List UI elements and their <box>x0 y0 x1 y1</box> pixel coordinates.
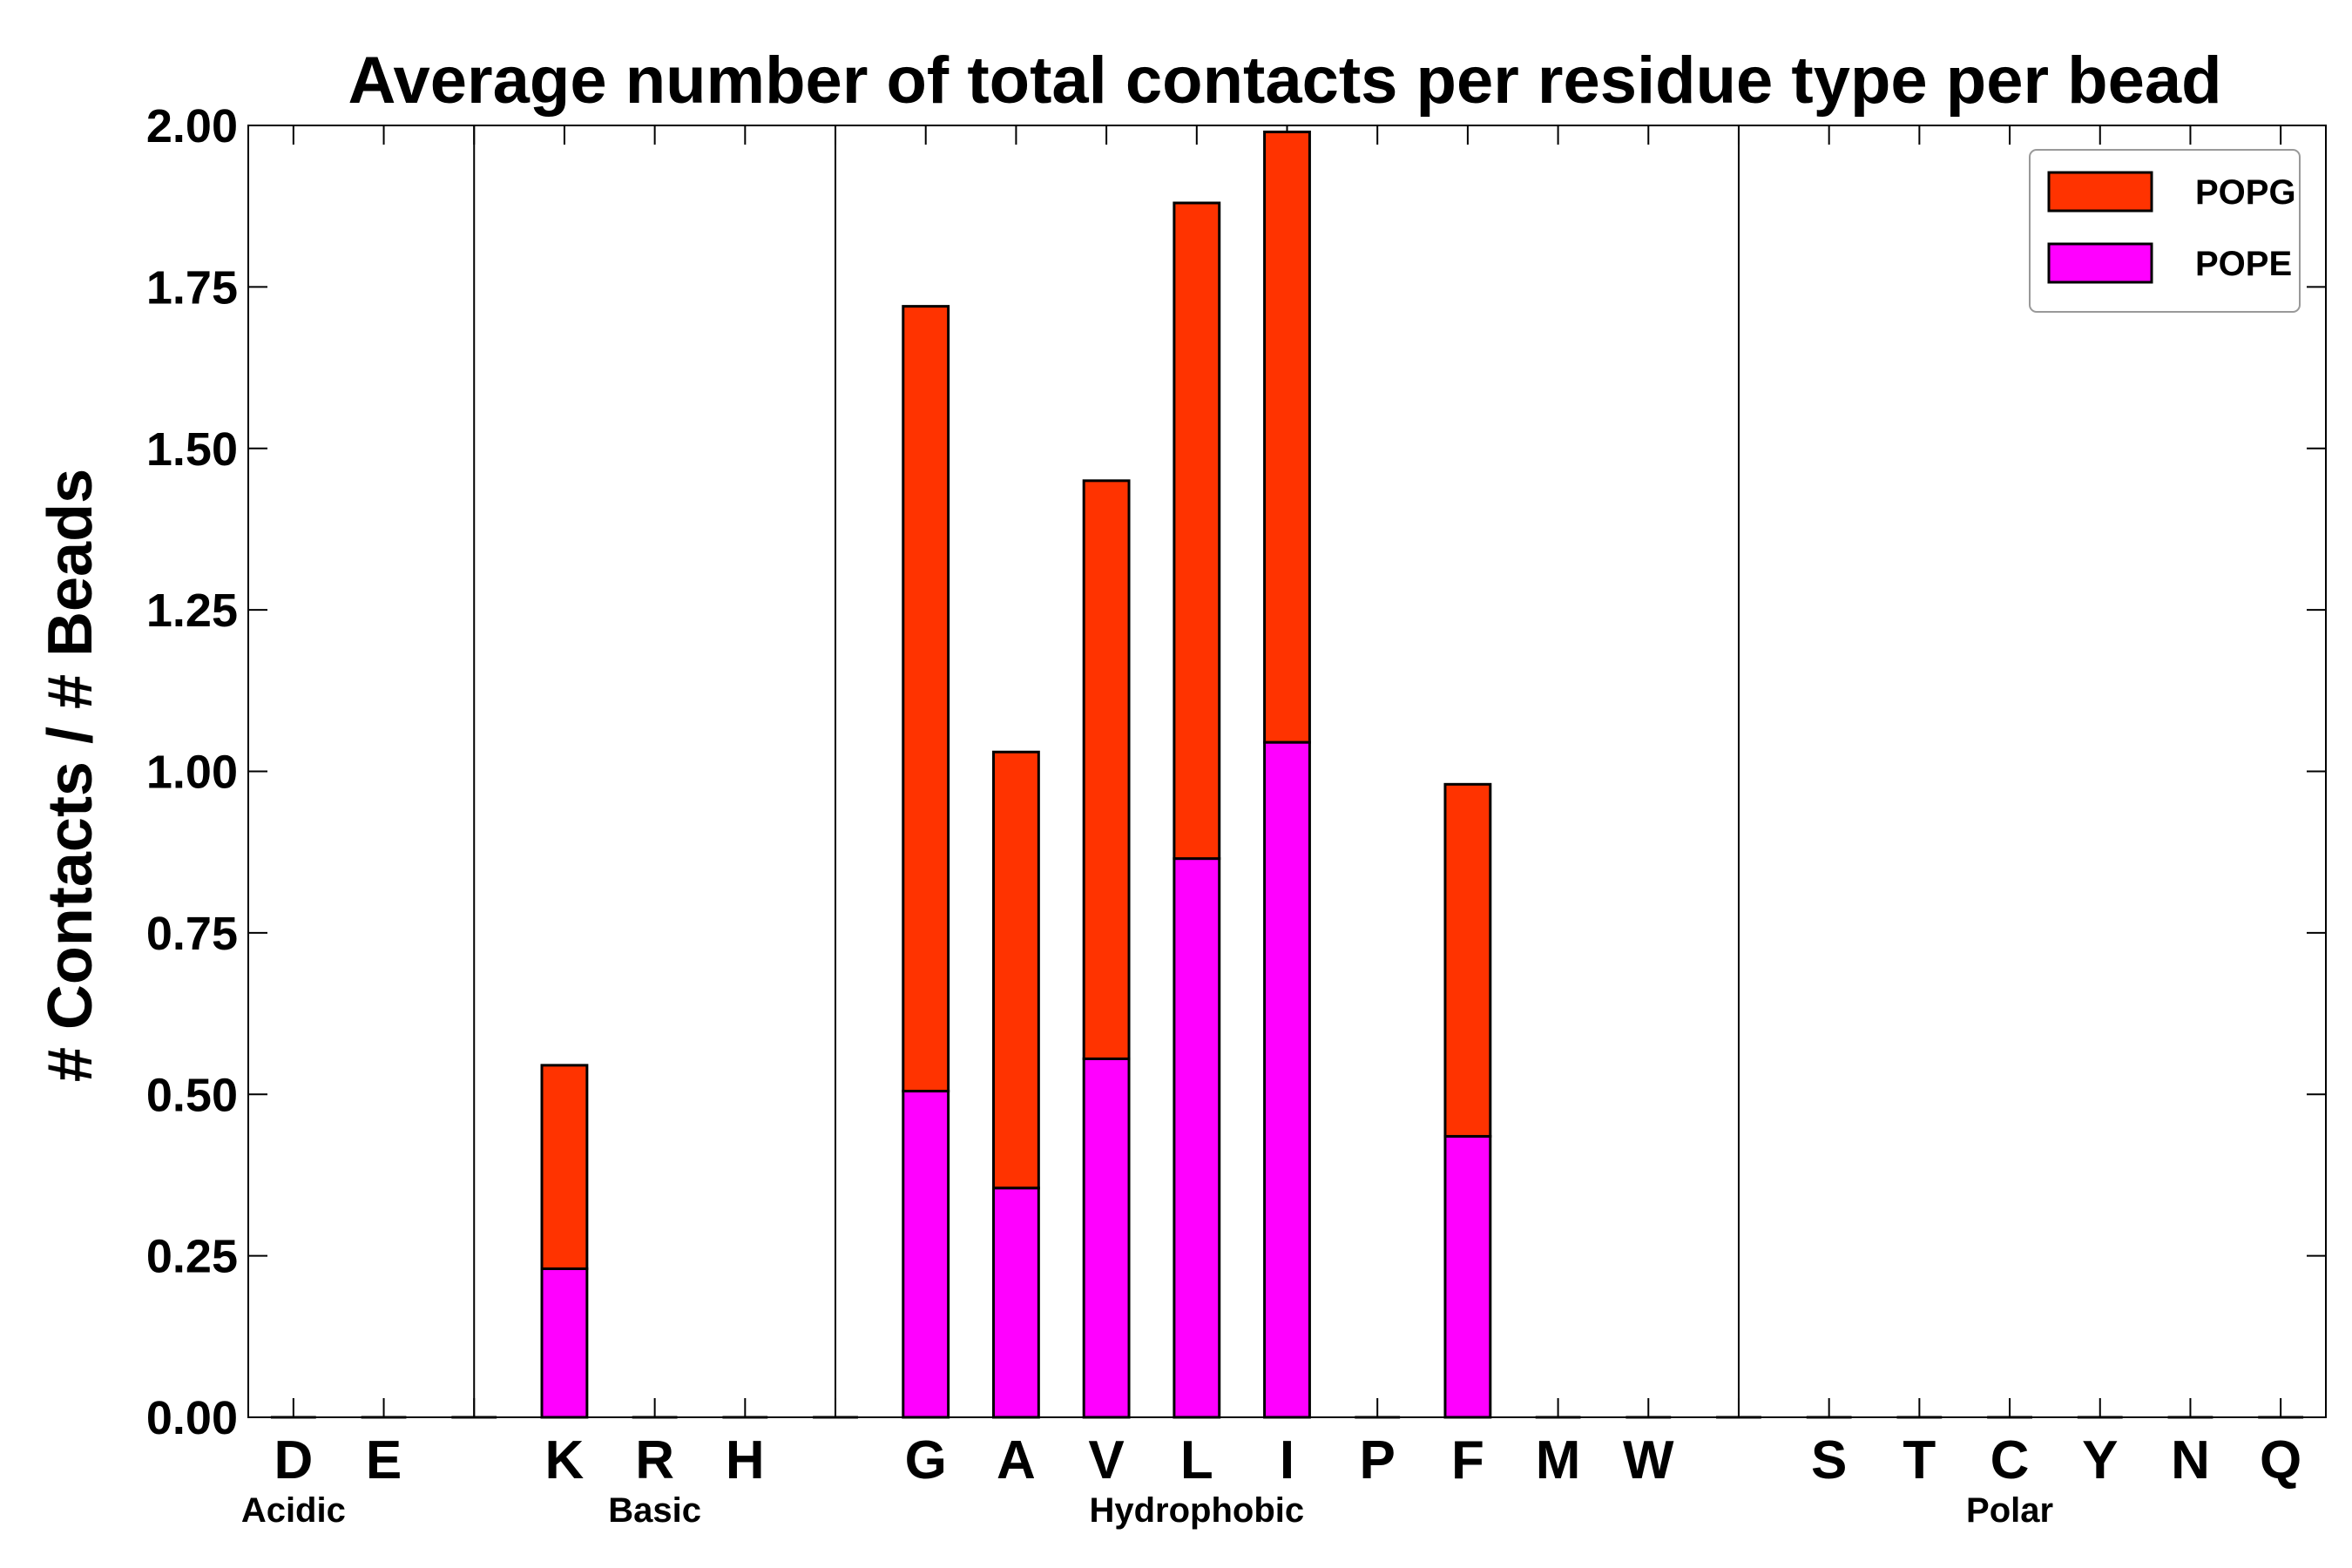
bar-popg <box>902 305 950 1093</box>
x-tick-label: A <box>997 1430 1036 1490</box>
x-tick-label: M <box>1536 1430 1581 1490</box>
bar-pope <box>540 1267 589 1419</box>
y-tick-label: 0.50 <box>146 1069 238 1121</box>
x-tick-label: H <box>726 1430 765 1490</box>
y-tick-label: 1.75 <box>146 261 238 314</box>
x-tick-label: F <box>1451 1430 1484 1490</box>
y-axis-label: # Contacts / # Beads <box>36 469 105 1082</box>
bar-pope <box>1263 740 1311 1419</box>
legend-swatch-pope <box>2047 242 2153 284</box>
x-tick-label: V <box>1088 1430 1124 1490</box>
x-tick-label: S <box>1811 1430 1847 1490</box>
x-tick-label: N <box>2171 1430 2210 1490</box>
legend-label-pope: POPE <box>2195 245 2292 283</box>
x-tick-label: K <box>545 1430 585 1490</box>
x-tick-label: W <box>1623 1430 1674 1490</box>
y-tick-label: 1.25 <box>146 585 238 637</box>
x-tick-label: C <box>1990 1430 2030 1490</box>
bar-pope <box>991 1186 1040 1419</box>
x-tick-label: I <box>1280 1430 1294 1490</box>
bar-popg <box>1443 782 1492 1138</box>
legend: POPG POPE <box>2029 149 2301 313</box>
bar-popg <box>1263 130 1311 744</box>
group-label: Basic <box>608 1491 701 1530</box>
bar-popg <box>1173 201 1221 861</box>
bar-pope <box>1082 1057 1131 1419</box>
y-tick-label: 2.00 <box>146 100 238 152</box>
x-tick-label: G <box>905 1430 947 1490</box>
bar-popg <box>1082 479 1131 1060</box>
y-tick-label: 0.75 <box>146 908 238 960</box>
y-tick-label: 0.25 <box>146 1231 238 1283</box>
legend-swatch-popg <box>2047 171 2153 213</box>
y-tick-label: 0.00 <box>146 1392 238 1444</box>
x-tick-label: L <box>1180 1430 1213 1490</box>
x-tick-label: P <box>1360 1430 1396 1490</box>
bar-popg <box>540 1064 589 1270</box>
bar-pope <box>1173 857 1221 1419</box>
bar-pope <box>902 1090 950 1419</box>
group-label: Polar <box>1966 1491 2053 1530</box>
x-tick-label: R <box>635 1430 674 1490</box>
y-tick-label: 1.00 <box>146 747 238 799</box>
x-tick-label: D <box>274 1430 313 1490</box>
plot-area: 0.00 0.25 0.50 0.75 1.00 1.25 1.50 1.75 2.00 D E K R… <box>146 100 2327 1530</box>
x-tick-label: Q <box>2260 1430 2301 1490</box>
bar-pope <box>1443 1134 1492 1419</box>
x-tick-label: Y <box>2082 1430 2118 1490</box>
y-tick-label: 1.50 <box>146 423 238 476</box>
group-label: Acidic <box>241 1491 346 1530</box>
group-label: Hydrophobic <box>1089 1491 1304 1530</box>
bar-popg <box>991 750 1040 1190</box>
x-tick-label: E <box>366 1430 402 1490</box>
x-tick-label: T <box>1903 1430 1936 1490</box>
chart-title: Average number of total contacts per res… <box>348 44 2221 118</box>
legend-label-popg: POPG <box>2195 173 2296 212</box>
